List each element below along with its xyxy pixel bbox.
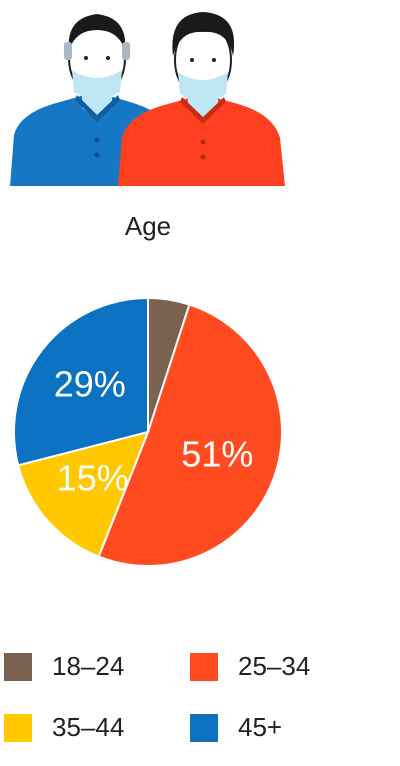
legend-swatch — [190, 714, 218, 742]
pie-slice — [13, 296, 149, 467]
legend-label: 18–24 — [52, 651, 124, 681]
legend-swatch — [190, 653, 218, 681]
legend-label: 25–34 — [238, 651, 310, 681]
pie-slice — [97, 303, 283, 567]
legend-swatch — [4, 653, 32, 681]
legend-swatch — [4, 714, 32, 742]
chart-title: Age — [125, 211, 171, 241]
data-label: 15% — [57, 457, 129, 498]
data-label: 51% — [181, 433, 253, 474]
legend-label: 35–44 — [52, 712, 124, 742]
pie-slice — [16, 430, 150, 558]
legend-label: 45+ — [238, 712, 282, 742]
illustration — [10, 12, 285, 186]
data-label: 29% — [54, 363, 126, 404]
